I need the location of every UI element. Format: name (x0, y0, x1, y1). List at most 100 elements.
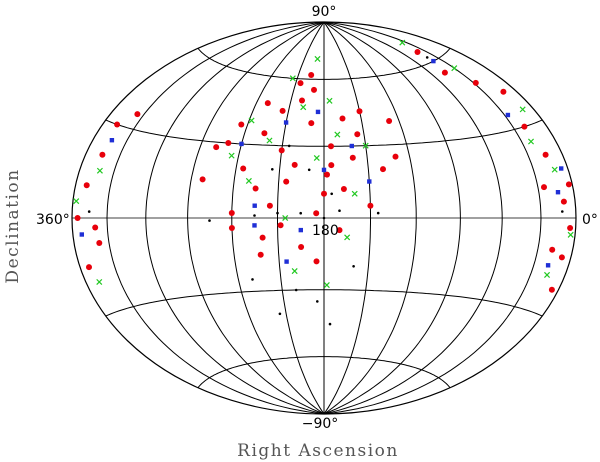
data-point-circle (134, 111, 141, 118)
data-point-circle (297, 80, 304, 87)
data-point-circle (548, 286, 555, 293)
data-point-square (284, 259, 289, 264)
data-point-cross (519, 106, 526, 113)
data-point-cross (96, 167, 103, 174)
data-point-circle (308, 72, 315, 78)
data-point-cross (326, 97, 333, 104)
data-point-square (109, 138, 115, 143)
data-point-circle (74, 215, 81, 221)
data-point-circle (354, 131, 361, 138)
data-point-dot (425, 56, 429, 59)
data-point-circle (264, 100, 271, 107)
data-point-circle (328, 143, 334, 150)
data-point-cross (314, 55, 321, 62)
y-axis-title: Declination (3, 168, 23, 283)
data-point-cross (399, 39, 406, 46)
tick-label-left: 360° (36, 212, 70, 228)
data-point-dot (561, 210, 564, 213)
tick-label-center: 180 (312, 223, 339, 239)
data-point-cross (334, 131, 341, 138)
data-point-dot (287, 144, 291, 148)
data-point-circle (92, 224, 99, 231)
data-point-dot (307, 168, 311, 172)
data-point-circle (259, 234, 266, 241)
data-point-square (252, 223, 257, 228)
x-axis-title: Right Ascension (237, 441, 399, 461)
tick-label-north: 90° (312, 4, 337, 20)
data-point-circle (228, 210, 235, 216)
data-point-circle (321, 190, 327, 197)
data-point-dot (278, 312, 282, 316)
data-point-circle (311, 86, 317, 93)
data-point-circle (549, 246, 556, 253)
data-point-cross (362, 142, 369, 149)
data-point-circle (86, 264, 92, 271)
data-point-cross (291, 268, 298, 275)
data-point-circle (298, 244, 305, 250)
data-point-circle (228, 225, 235, 231)
data-point-circle (299, 97, 305, 104)
data-point-dot (352, 265, 355, 268)
data-point-dot (328, 322, 332, 326)
data-point-circle (240, 165, 247, 172)
data-point-square (315, 109, 321, 115)
data-point-circle (339, 115, 346, 122)
data-point-circle (83, 182, 90, 189)
data-point-square (252, 203, 257, 208)
data-point-cross (300, 104, 307, 111)
parallel-line (197, 47, 451, 80)
data-point-cross (313, 154, 320, 162)
data-point-square (559, 166, 564, 171)
data-point-square (555, 190, 561, 195)
data-point-dot (330, 192, 334, 196)
data-point-dot (208, 219, 211, 222)
data-point-circle (414, 49, 421, 55)
data-point-square (431, 58, 436, 64)
data-point-circle (278, 147, 285, 154)
parallel-line (197, 356, 451, 389)
data-point-circle (567, 225, 574, 231)
data-point-circle (257, 251, 264, 258)
data-point-circle (99, 151, 106, 158)
data-point-dot (251, 278, 254, 281)
data-point-square (505, 112, 511, 118)
data-point-circle (367, 202, 374, 209)
data-point-dot (271, 168, 274, 171)
data-point-circle (308, 120, 315, 127)
data-point-cross (567, 231, 574, 238)
data-point-circle (266, 202, 273, 209)
data-point-circle (324, 171, 330, 178)
data-point-dot (276, 211, 279, 215)
data-point-circle (565, 181, 572, 188)
data-point-cross (451, 65, 458, 72)
data-point-circle (238, 121, 245, 128)
data-point-circle (349, 154, 356, 161)
data-point-circle (560, 198, 567, 205)
data-point-circle (199, 176, 206, 183)
grid (71, 21, 577, 415)
data-point-cross (544, 271, 551, 278)
data-point-square (545, 263, 551, 268)
data-points (73, 39, 574, 326)
data-point-square (239, 141, 244, 147)
tick-label-south: −90° (302, 416, 339, 432)
data-point-dot (87, 210, 91, 213)
data-point-cross (289, 75, 296, 82)
data-point-circle (283, 178, 290, 185)
data-point-cross (282, 214, 289, 222)
data-point-circle (213, 144, 220, 151)
data-point-circle (261, 130, 268, 137)
data-point-circle (336, 227, 343, 234)
data-point-circle (500, 88, 507, 95)
data-point-cross (96, 278, 103, 285)
data-point-square (298, 227, 303, 233)
parallel-line (105, 289, 543, 317)
data-point-dot (253, 214, 256, 217)
data-point-cross (245, 177, 252, 184)
data-point-square (349, 143, 354, 149)
data-point-cross (551, 166, 558, 173)
data-point-circle (541, 184, 547, 191)
data-point-cross (266, 137, 273, 144)
tick-label-right: 0° (582, 212, 598, 228)
